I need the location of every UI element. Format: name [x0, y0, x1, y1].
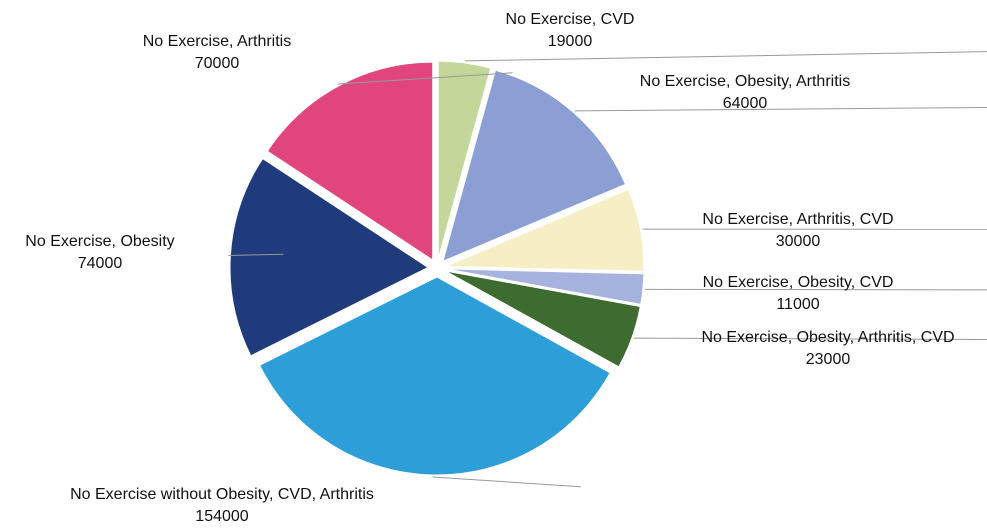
- slice-value: 23000: [806, 351, 851, 368]
- slice-label: No Exercise, CVD: [506, 11, 635, 28]
- slice-label: No Exercise, Obesity, Arthritis, CVD: [701, 329, 954, 346]
- leader-line: [433, 477, 581, 487]
- slice-label: No Exercise, Obesity, CVD: [703, 274, 894, 291]
- slice-label: No Exercise, Arthritis: [143, 33, 291, 50]
- slice-value: 64000: [723, 95, 768, 112]
- slice-value: 70000: [195, 55, 240, 72]
- slice-label: No Exercise without Obesity, CVD, Arthri…: [70, 486, 374, 503]
- slice-label: No Exercise, Obesity, Arthritis: [640, 73, 850, 90]
- leader-line: [575, 104, 987, 111]
- slice-value: 154000: [195, 508, 248, 525]
- slice-value: 74000: [78, 255, 123, 272]
- leader-line: [465, 50, 987, 61]
- slice-value: 19000: [548, 33, 593, 50]
- slice-value: 11000: [776, 296, 819, 313]
- slice-label: No Exercise, Arthritis, CVD: [702, 211, 893, 228]
- slice-label: No Exercise, Obesity: [25, 233, 174, 250]
- slice-value: 30000: [776, 233, 821, 250]
